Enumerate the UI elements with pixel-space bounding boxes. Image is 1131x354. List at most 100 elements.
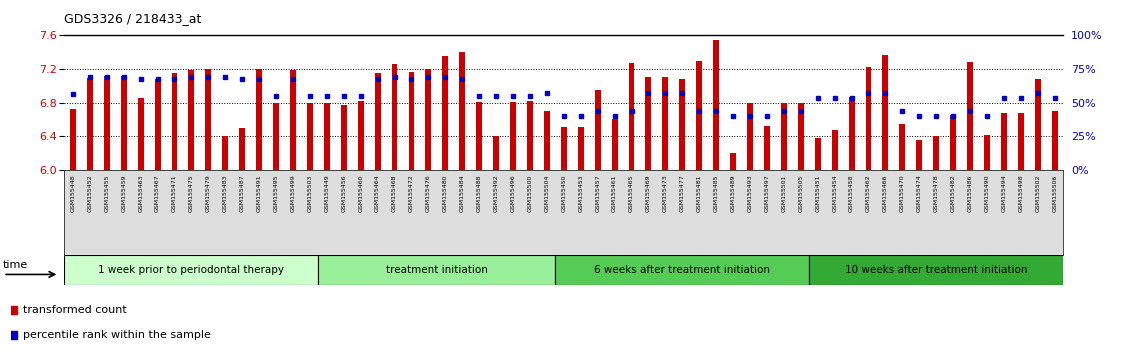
Text: transformed count: transformed count	[23, 305, 127, 315]
Text: GSM155450: GSM155450	[561, 174, 567, 212]
Bar	[810, 255, 1063, 285]
Bar	[865, 67, 872, 170]
Bar	[64, 255, 318, 285]
Text: GSM155451: GSM155451	[815, 174, 820, 212]
Bar	[848, 97, 855, 170]
Bar	[561, 127, 567, 170]
Bar	[555, 255, 810, 285]
Text: 1 week prior to periodontal therapy: 1 week prior to periodontal therapy	[98, 265, 284, 275]
Text: GSM155490: GSM155490	[984, 174, 990, 212]
Bar	[544, 111, 550, 170]
Bar	[273, 103, 279, 170]
Text: GSM155470: GSM155470	[900, 174, 905, 212]
Bar	[797, 103, 804, 170]
Bar	[155, 79, 161, 170]
Text: GSM155488: GSM155488	[476, 174, 482, 212]
Bar	[763, 126, 770, 170]
Text: GSM155494: GSM155494	[1001, 174, 1007, 212]
Text: GSM155493: GSM155493	[748, 174, 752, 212]
Text: GSM155503: GSM155503	[308, 174, 312, 212]
Bar	[206, 69, 211, 170]
Bar	[780, 103, 787, 170]
Text: GSM155448: GSM155448	[70, 174, 76, 212]
Bar	[256, 69, 262, 170]
Text: GSM155481: GSM155481	[697, 174, 701, 212]
Text: GSM155497: GSM155497	[765, 174, 769, 212]
Text: GSM155498: GSM155498	[1018, 174, 1024, 212]
Bar	[425, 69, 431, 170]
Text: GSM155504: GSM155504	[544, 174, 550, 212]
Text: GSM155460: GSM155460	[359, 174, 363, 212]
Bar	[950, 115, 956, 170]
Bar	[442, 56, 448, 170]
Bar	[323, 103, 330, 170]
Bar	[493, 136, 499, 170]
Bar	[1001, 113, 1007, 170]
Text: GSM155472: GSM155472	[409, 174, 414, 212]
Text: 6 weeks after treatment initiation: 6 weeks after treatment initiation	[594, 265, 770, 275]
Text: time: time	[3, 261, 28, 270]
Bar	[318, 255, 555, 285]
Text: GSM155482: GSM155482	[951, 174, 956, 212]
Text: GSM155505: GSM155505	[798, 174, 803, 212]
Text: GSM155501: GSM155501	[782, 174, 786, 212]
Text: GSM155462: GSM155462	[866, 174, 871, 212]
Text: GSM155466: GSM155466	[883, 174, 888, 212]
Bar	[933, 136, 939, 170]
Text: GSM155491: GSM155491	[257, 174, 261, 212]
Text: GSM155483: GSM155483	[223, 174, 227, 212]
Bar	[595, 90, 601, 170]
Bar	[578, 127, 584, 170]
Bar	[916, 141, 922, 170]
Text: GSM155485: GSM155485	[714, 174, 718, 212]
Text: GSM155492: GSM155492	[493, 174, 499, 212]
Bar	[882, 55, 888, 170]
Bar	[87, 78, 93, 170]
Bar	[189, 70, 195, 170]
Text: GSM155489: GSM155489	[731, 174, 735, 212]
Text: GSM155477: GSM155477	[680, 174, 684, 212]
Bar	[1018, 113, 1024, 170]
Bar	[391, 64, 397, 170]
Bar	[240, 128, 245, 170]
Text: GSM155473: GSM155473	[663, 174, 668, 212]
Text: GSM155455: GSM155455	[104, 174, 110, 212]
Text: GSM155464: GSM155464	[375, 174, 380, 212]
Bar	[70, 109, 76, 170]
Text: GDS3326 / 218433_at: GDS3326 / 218433_at	[64, 12, 201, 25]
Text: GSM155457: GSM155457	[595, 174, 601, 212]
Text: GSM155461: GSM155461	[612, 174, 618, 212]
Bar	[1035, 79, 1041, 170]
Bar	[831, 130, 838, 170]
Text: percentile rank within the sample: percentile rank within the sample	[23, 330, 211, 339]
Text: GSM155506: GSM155506	[1052, 174, 1057, 212]
Bar	[357, 101, 364, 170]
Bar	[172, 73, 178, 170]
Bar	[629, 63, 634, 170]
Text: GSM155502: GSM155502	[1035, 174, 1041, 212]
Bar	[476, 102, 482, 170]
Text: GSM155499: GSM155499	[291, 174, 295, 212]
Bar	[223, 136, 228, 170]
Bar	[340, 105, 347, 170]
Bar	[697, 61, 702, 170]
Text: GSM155456: GSM155456	[342, 174, 346, 212]
Text: GSM155471: GSM155471	[172, 174, 176, 212]
Text: GSM155479: GSM155479	[206, 174, 210, 212]
Bar	[646, 78, 651, 170]
Text: GSM155480: GSM155480	[443, 174, 448, 212]
Bar	[714, 40, 719, 170]
Bar	[680, 79, 685, 170]
Bar	[510, 102, 516, 170]
Bar	[899, 124, 905, 170]
Text: GSM155495: GSM155495	[274, 174, 278, 212]
Text: GSM155449: GSM155449	[325, 174, 329, 212]
Bar	[408, 72, 414, 170]
Text: GSM155463: GSM155463	[138, 174, 144, 212]
Text: GSM155496: GSM155496	[510, 174, 516, 212]
Bar	[984, 135, 990, 170]
Bar	[104, 76, 110, 170]
Bar	[374, 73, 380, 170]
Bar	[731, 153, 736, 170]
Text: GSM155453: GSM155453	[578, 174, 584, 212]
